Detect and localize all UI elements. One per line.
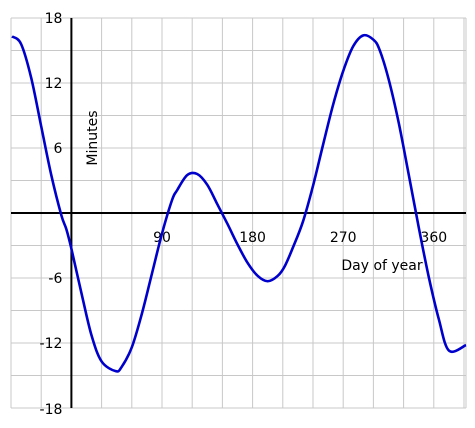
axes xyxy=(11,18,466,408)
y-tick-label: 6 xyxy=(53,141,62,157)
y-tick-label: -6 xyxy=(48,271,62,287)
x-tick-label: 180 xyxy=(239,230,266,246)
y-tick-label: -18 xyxy=(40,402,63,418)
y-tick-label: -12 xyxy=(40,336,63,352)
series-line xyxy=(11,33,467,373)
x-axis-label: Day of year xyxy=(341,258,423,274)
y-tick-label: 18 xyxy=(45,11,63,27)
x-tick-label: 360 xyxy=(420,230,447,246)
y-tick-labels: 18 12 6 -6 -12 -18 xyxy=(40,11,63,418)
y-tick-label: 12 xyxy=(45,76,63,92)
x-tick-label: 270 xyxy=(330,230,357,246)
x-tick-labels: 90 180 270 360 xyxy=(153,230,447,246)
y-axis-label: Minutes xyxy=(85,110,101,165)
